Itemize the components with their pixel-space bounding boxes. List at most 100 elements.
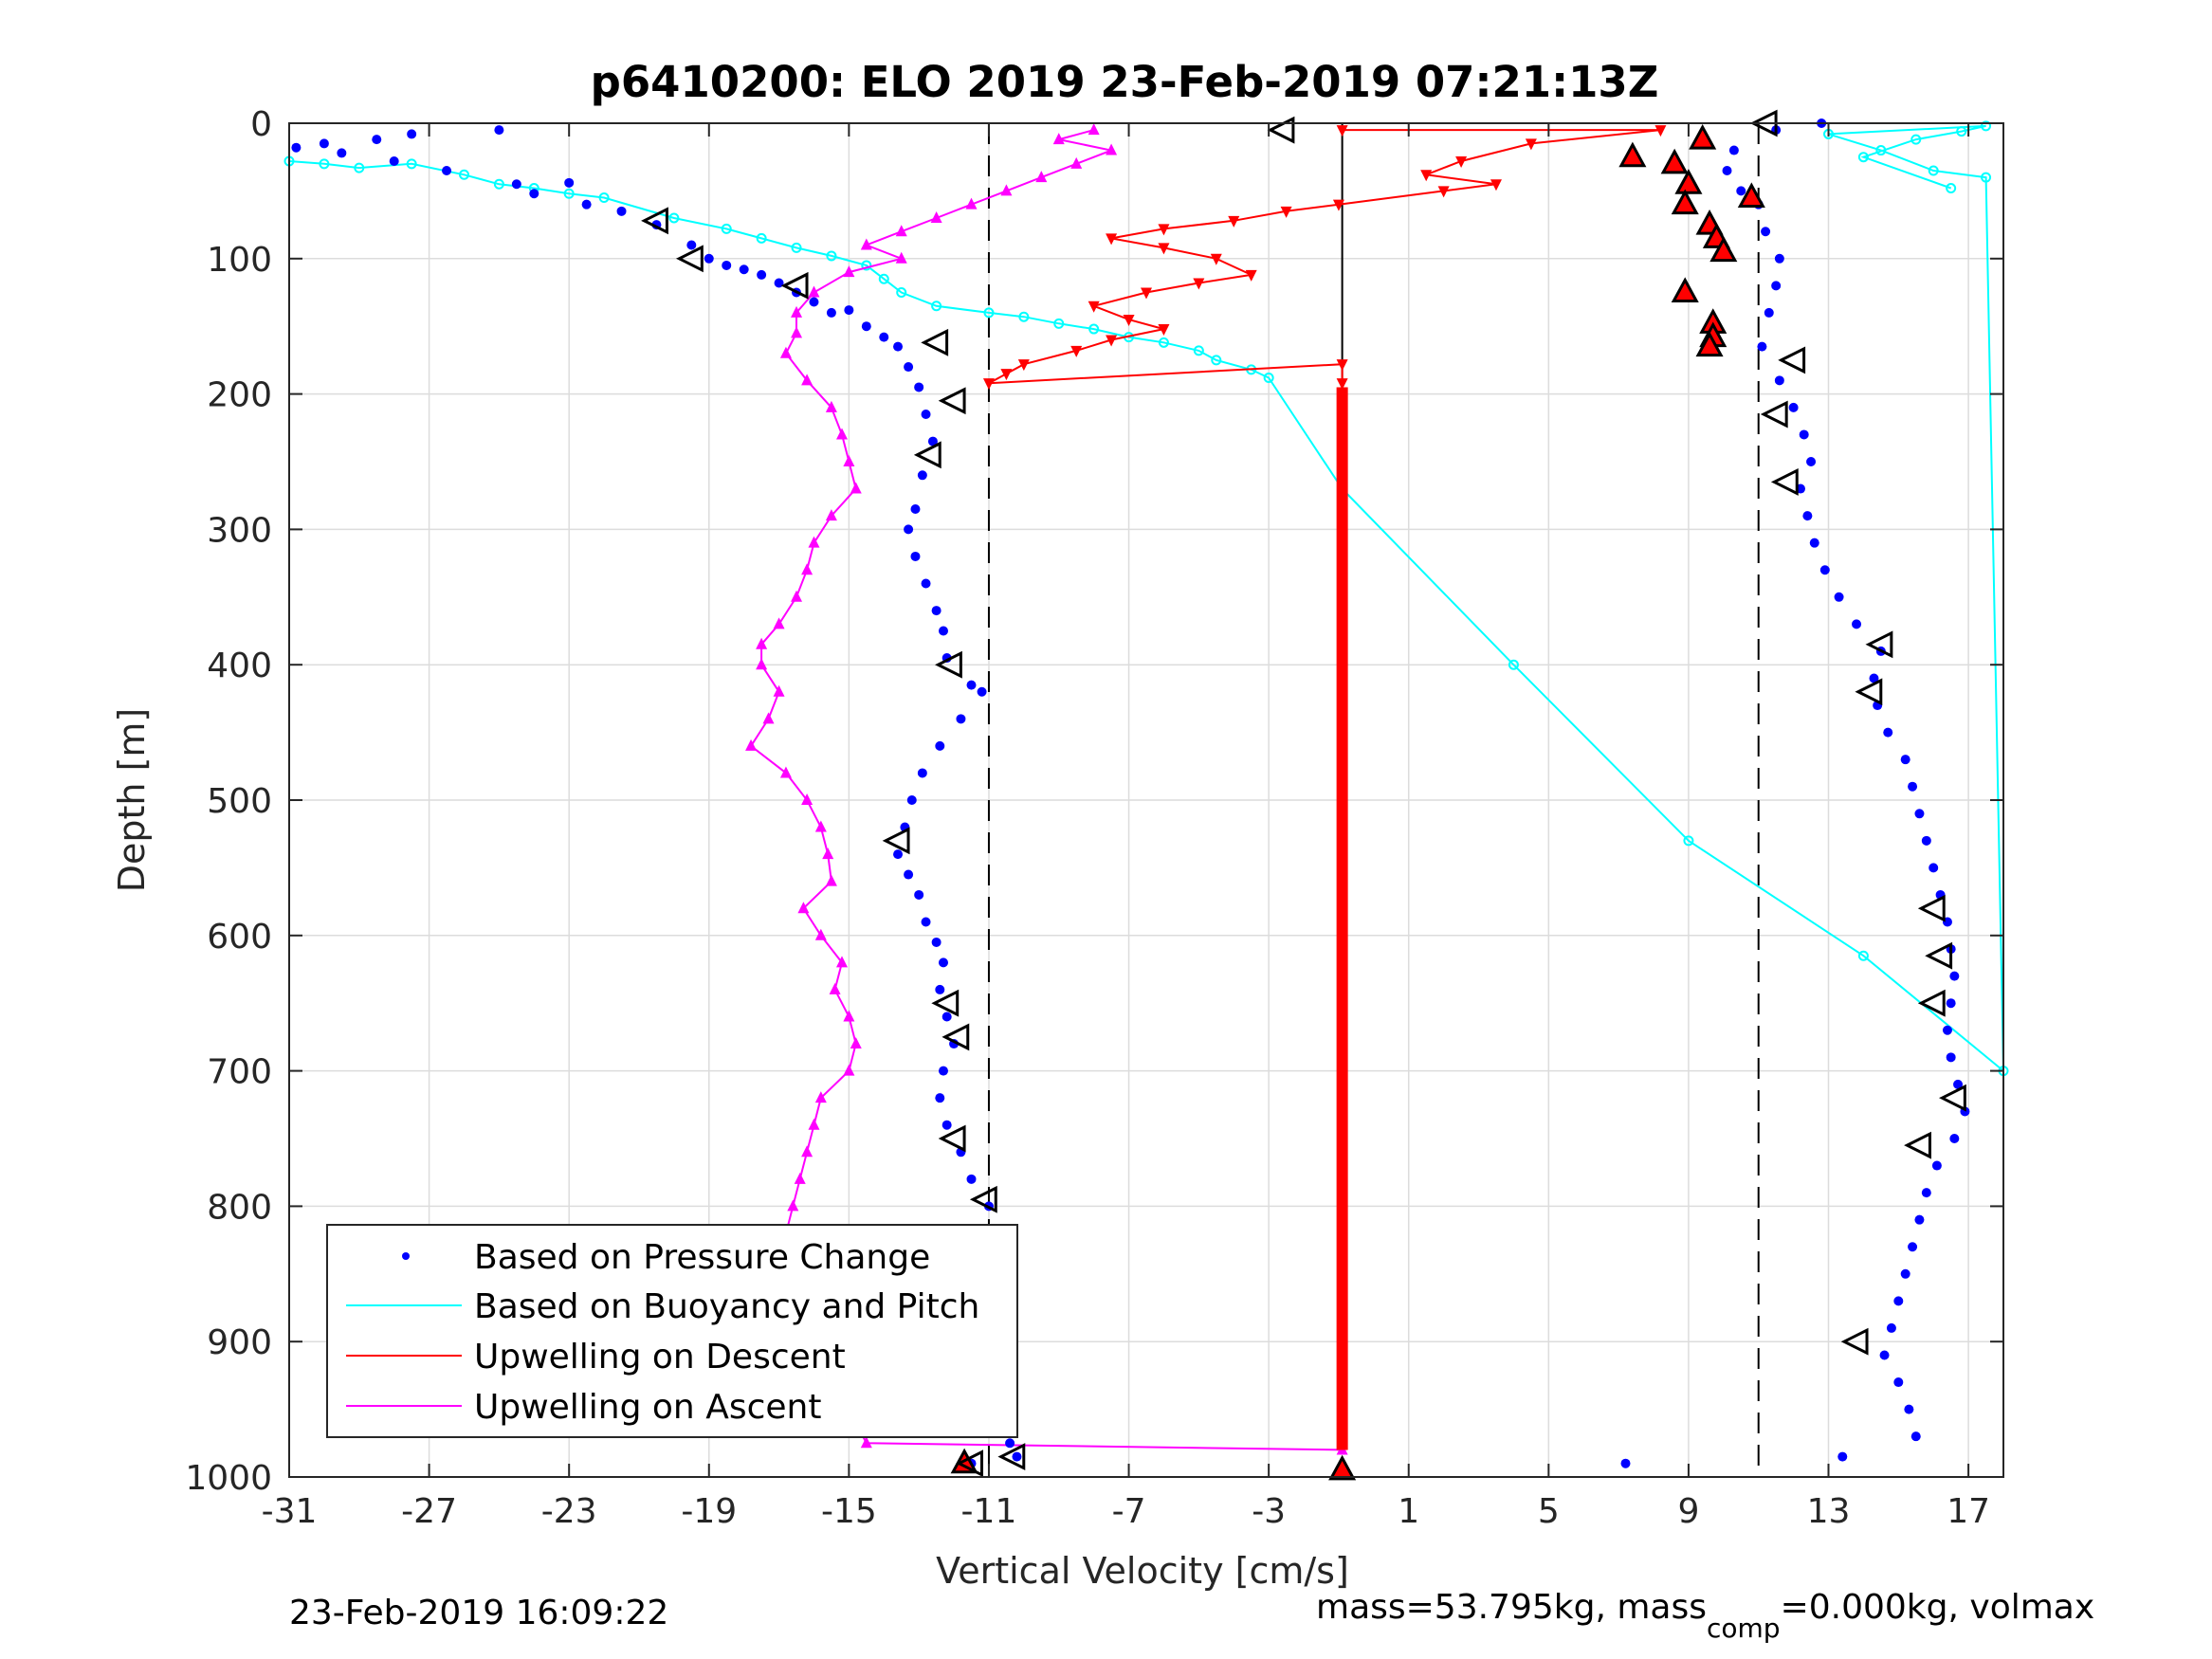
pressure-point xyxy=(956,714,966,724)
buoyancy-point xyxy=(878,273,889,284)
pressure-point xyxy=(564,177,575,188)
pressure-point xyxy=(739,264,749,275)
pressure-point xyxy=(407,129,417,139)
pressure-point xyxy=(1949,971,1960,981)
x-tick-label: 5 xyxy=(1538,1492,1560,1531)
upwell-ascent-point xyxy=(801,1145,814,1158)
x-axis-label: Vertical Velocity [cm/s] xyxy=(936,1550,1349,1592)
buoyancy-point xyxy=(896,287,907,298)
pressure-point xyxy=(1893,1377,1904,1388)
pressure-point xyxy=(442,165,452,175)
y-tick-label: 900 xyxy=(207,1323,272,1362)
buoyancy-point xyxy=(458,169,469,180)
direction-marker xyxy=(1925,941,1953,970)
buoyancy-point xyxy=(756,232,767,244)
upwell-descent-point xyxy=(1141,287,1152,300)
x-tick-label: -7 xyxy=(1112,1492,1146,1531)
pressure-point xyxy=(319,138,329,149)
red-triangle-marker xyxy=(1689,124,1717,150)
pressure-point xyxy=(1949,1134,1960,1143)
upwell-descent-point xyxy=(1070,345,1083,357)
pressure-point xyxy=(1900,1268,1910,1279)
pressure-point xyxy=(1757,341,1767,352)
upwell-descent-point xyxy=(1017,359,1030,372)
direction-marker xyxy=(931,989,960,1017)
buoyancy-point xyxy=(563,188,575,199)
red-triangle-marker xyxy=(1671,277,1699,302)
direction-marker xyxy=(1904,1131,1931,1159)
upwell-ascent-point xyxy=(801,374,814,386)
pressure-point xyxy=(1799,429,1809,440)
y-tick-label: 300 xyxy=(207,511,272,550)
buoyancy-point xyxy=(721,223,732,234)
upwell-ascent-point xyxy=(895,225,907,237)
footer-mass-prefix: mass=53.795kg, mass xyxy=(1316,1588,1707,1627)
pressure-point xyxy=(966,680,977,690)
upwell-descent-point xyxy=(1336,359,1348,372)
direction-marker xyxy=(1778,346,1806,374)
pressure-point xyxy=(1908,1242,1918,1252)
x-tick-label: 1 xyxy=(1398,1492,1419,1531)
upwell-descent-point xyxy=(1193,278,1205,290)
buoyancy-point xyxy=(598,192,610,204)
buoyancy-point xyxy=(1875,145,1887,156)
pressure-point xyxy=(904,524,914,535)
pressure-point xyxy=(906,795,917,805)
buoyancy-point xyxy=(406,158,417,170)
legend-label-buoyancy: Based on Buoyancy and Pitch xyxy=(474,1287,979,1326)
upwell-descent-point xyxy=(1336,378,1348,391)
buoyancy-point xyxy=(1193,345,1204,356)
upwell-ascent-point xyxy=(850,1037,862,1049)
y-tick-label: 500 xyxy=(207,782,272,821)
buoyancy-point xyxy=(1211,355,1222,366)
direction-marker xyxy=(1917,894,1946,922)
pressure-point xyxy=(1809,538,1819,548)
direction-marker xyxy=(1760,400,1788,428)
x-tick-label: -11 xyxy=(961,1492,1017,1531)
pressure-point xyxy=(938,1066,948,1076)
pressure-point xyxy=(1620,1458,1631,1468)
upwell-descent-point xyxy=(1490,179,1502,191)
y-tick-label: 400 xyxy=(207,647,272,685)
upwell-ascent-point xyxy=(808,1118,820,1130)
upwell-ascent-point xyxy=(791,326,803,338)
pressure-point xyxy=(938,626,948,636)
buoyancy-point xyxy=(1508,659,1519,670)
grid-lines xyxy=(288,122,2003,1478)
upwell-ascent-point xyxy=(860,1436,872,1449)
buoyancy-point xyxy=(1956,126,1967,137)
buoyancy-point xyxy=(493,178,504,190)
upwell-ascent-point xyxy=(794,1172,806,1184)
pressure-point xyxy=(529,189,539,199)
pressure-point xyxy=(966,1174,977,1184)
upwell-ascent-point xyxy=(1106,143,1118,155)
buoyancy-point xyxy=(1053,318,1065,329)
pressure-point xyxy=(1774,375,1784,386)
upwell-ascent-point xyxy=(843,1010,855,1022)
pressure-point xyxy=(927,436,938,447)
pressure-point xyxy=(337,148,347,158)
upwell-descent-point xyxy=(1088,301,1100,313)
legend-label-pressure: Based on Pressure Change xyxy=(474,1238,930,1277)
direction-marker xyxy=(938,387,966,415)
upwell-ascent-point xyxy=(814,820,827,832)
pressure-point xyxy=(938,957,948,968)
upwell-descent-point xyxy=(1336,125,1348,137)
upwell-ascent-point xyxy=(822,848,834,860)
x-tick-label: 13 xyxy=(1807,1492,1851,1531)
pressure-point xyxy=(774,278,784,288)
pressure-point xyxy=(861,321,871,332)
x-tick-label: -27 xyxy=(401,1492,457,1531)
upwell-ascent-point xyxy=(808,536,820,548)
x-axis-ticks: -31 -27 -23 -19 -15 -11 -7 -3 1 5 9 13 17 xyxy=(262,123,1990,1531)
x-tick-label: -15 xyxy=(821,1492,877,1531)
y-tick-label: 0 xyxy=(250,105,272,144)
upwell-descent-point xyxy=(1280,206,1292,218)
pressure-point xyxy=(372,135,382,145)
y-tick-label: 100 xyxy=(207,241,272,280)
direction-marker xyxy=(641,207,668,235)
direction-marker xyxy=(1840,1327,1869,1356)
pressure-point xyxy=(1931,1160,1942,1171)
red-triangle-marker xyxy=(1737,182,1765,209)
